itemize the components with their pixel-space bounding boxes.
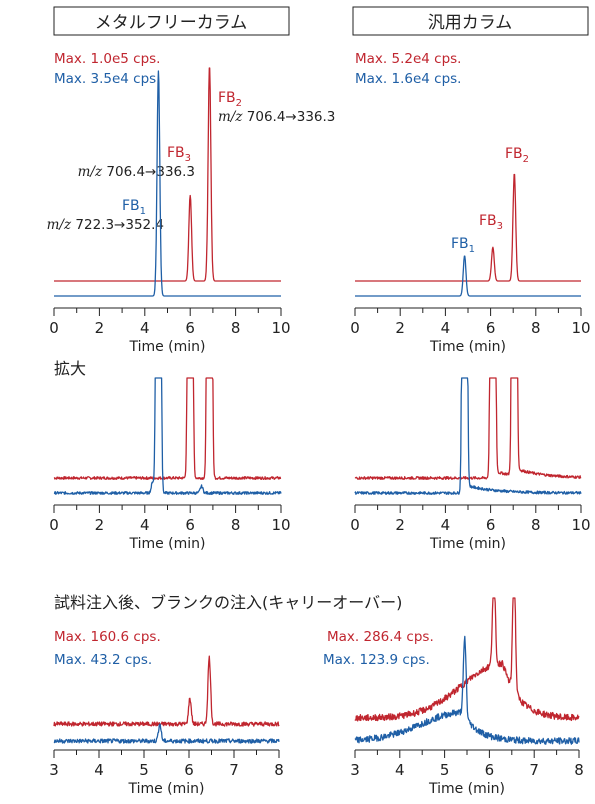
max-label-top-right-red: Max. 5.2e4 cps. xyxy=(355,51,461,67)
tick-label-zoom-left: 10 xyxy=(271,516,290,534)
header-box-left xyxy=(53,6,290,36)
header-left: メタルフリーカラム xyxy=(95,13,248,33)
tick-label-blank-right: 4 xyxy=(395,761,405,779)
tick-label-top-left: 4 xyxy=(140,319,150,337)
tick-label-blank-left: 7 xyxy=(229,761,239,779)
tick-label-zoom-left: 0 xyxy=(49,516,59,534)
tick-label-zoom-left: 6 xyxy=(185,516,195,534)
tick-label-blank-right: 8 xyxy=(574,761,584,779)
header-box-right xyxy=(352,6,589,36)
section-title-zoom: 拡大 xyxy=(54,359,86,378)
tick-label-blank-right: 6 xyxy=(485,761,495,779)
peak-label-fb2-left: FB2 xyxy=(218,90,242,109)
series-line-blank-right-blue xyxy=(354,635,580,745)
tick-label-zoom-left: 8 xyxy=(231,516,241,534)
series-line-blank-left-blue xyxy=(53,723,280,744)
tick-label-blank-left: 3 xyxy=(49,761,59,779)
tick-label-top-right: 6 xyxy=(486,319,496,337)
tick-label-zoom-right: 2 xyxy=(395,516,405,534)
mz-label-fb1: m/z 722.3→352.4 xyxy=(47,217,164,233)
tick-label-top-left: 10 xyxy=(271,319,290,337)
header-right: 汎用カラム xyxy=(428,13,513,33)
tick-label-blank-right: 7 xyxy=(529,761,539,779)
max-label-top-right-blue: Max. 1.6e4 cps. xyxy=(355,71,461,87)
tick-label-blank-left: 6 xyxy=(184,761,194,779)
tick-label-top-left: 8 xyxy=(231,319,241,337)
tick-label-top-right: 0 xyxy=(350,319,360,337)
section-title-blank: 試料注入後、ブランクの注入(キャリーオーバー) xyxy=(54,593,402,612)
mz-label-fb2: m/z 706.4→336.3 xyxy=(218,109,335,125)
x-axis-label-blank-left: Time (min) xyxy=(127,781,204,797)
tick-label-blank-left: 4 xyxy=(94,761,104,779)
max-label-top-left-blue: Max. 3.5e4 cps. xyxy=(54,71,160,87)
tick-label-zoom-left: 2 xyxy=(95,516,105,534)
tick-label-top-left: 2 xyxy=(95,319,105,337)
x-axis-label-top-right: Time (min) xyxy=(429,339,506,355)
tick-label-blank-left: 5 xyxy=(139,761,149,779)
max-label-top-left-red: Max. 1.0e5 cps. xyxy=(54,51,160,67)
tick-label-top-right: 8 xyxy=(531,319,541,337)
tick-label-top-right: 10 xyxy=(571,319,590,337)
tick-label-zoom-right: 4 xyxy=(441,516,451,534)
series-line-zoom-left-red xyxy=(53,377,282,480)
series-line-top-left-blue xyxy=(53,70,282,297)
tick-label-blank-left: 8 xyxy=(274,761,284,779)
x-axis-label-top-left: Time (min) xyxy=(128,339,205,355)
series-line-zoom-right-blue xyxy=(354,377,582,495)
plots-layer: 0 2 4 6 8 10 Time (min) 0 2 4 6 8 10 Time (min) 0 2 4 6 8 1… xyxy=(49,67,591,797)
series-line-top-left-red xyxy=(53,67,282,282)
peak-label-fb3-left: FB3 xyxy=(167,145,191,164)
tick-label-zoom-right: 10 xyxy=(571,516,590,534)
tick-label-blank-right: 5 xyxy=(440,761,450,779)
mz-label-fb3: m/z 706.4→336.3 xyxy=(78,164,195,180)
tick-label-zoom-right: 0 xyxy=(350,516,360,534)
max-label-blank-right-blue: Max. 123.9 cps. xyxy=(323,652,430,668)
x-axis-label-blank-right: Time (min) xyxy=(428,781,505,797)
tick-label-zoom-right: 8 xyxy=(531,516,541,534)
peak-label-fb1-left: FB1 xyxy=(122,198,146,217)
tick-label-top-left: 0 xyxy=(49,319,59,337)
tick-label-blank-right: 3 xyxy=(350,761,360,779)
tick-label-zoom-left: 4 xyxy=(140,516,150,534)
peak-label-fb1-right: FB1 xyxy=(451,236,475,255)
tick-label-top-right: 2 xyxy=(395,319,405,337)
series-line-top-right-blue xyxy=(354,255,582,297)
max-label-blank-left-blue: Max. 43.2 cps. xyxy=(54,652,152,668)
peak-label-fb2-right: FB2 xyxy=(505,146,529,165)
max-label-blank-left-red: Max. 160.6 cps. xyxy=(54,629,161,645)
max-label-blank-right-red: Max. 286.4 cps. xyxy=(327,629,434,645)
peak-label-fb3-right: FB3 xyxy=(479,213,503,232)
series-line-top-right-red xyxy=(354,173,582,282)
tick-label-top-right: 4 xyxy=(441,319,451,337)
tick-label-top-left: 6 xyxy=(185,319,195,337)
series-line-zoom-right-red xyxy=(354,377,582,480)
series-line-blank-left-red xyxy=(53,655,280,727)
x-axis-label-zoom-left: Time (min) xyxy=(128,536,205,552)
x-axis-label-zoom-right: Time (min) xyxy=(429,536,506,552)
tick-label-zoom-right: 6 xyxy=(486,516,496,534)
series-line-zoom-left-blue xyxy=(53,377,282,495)
